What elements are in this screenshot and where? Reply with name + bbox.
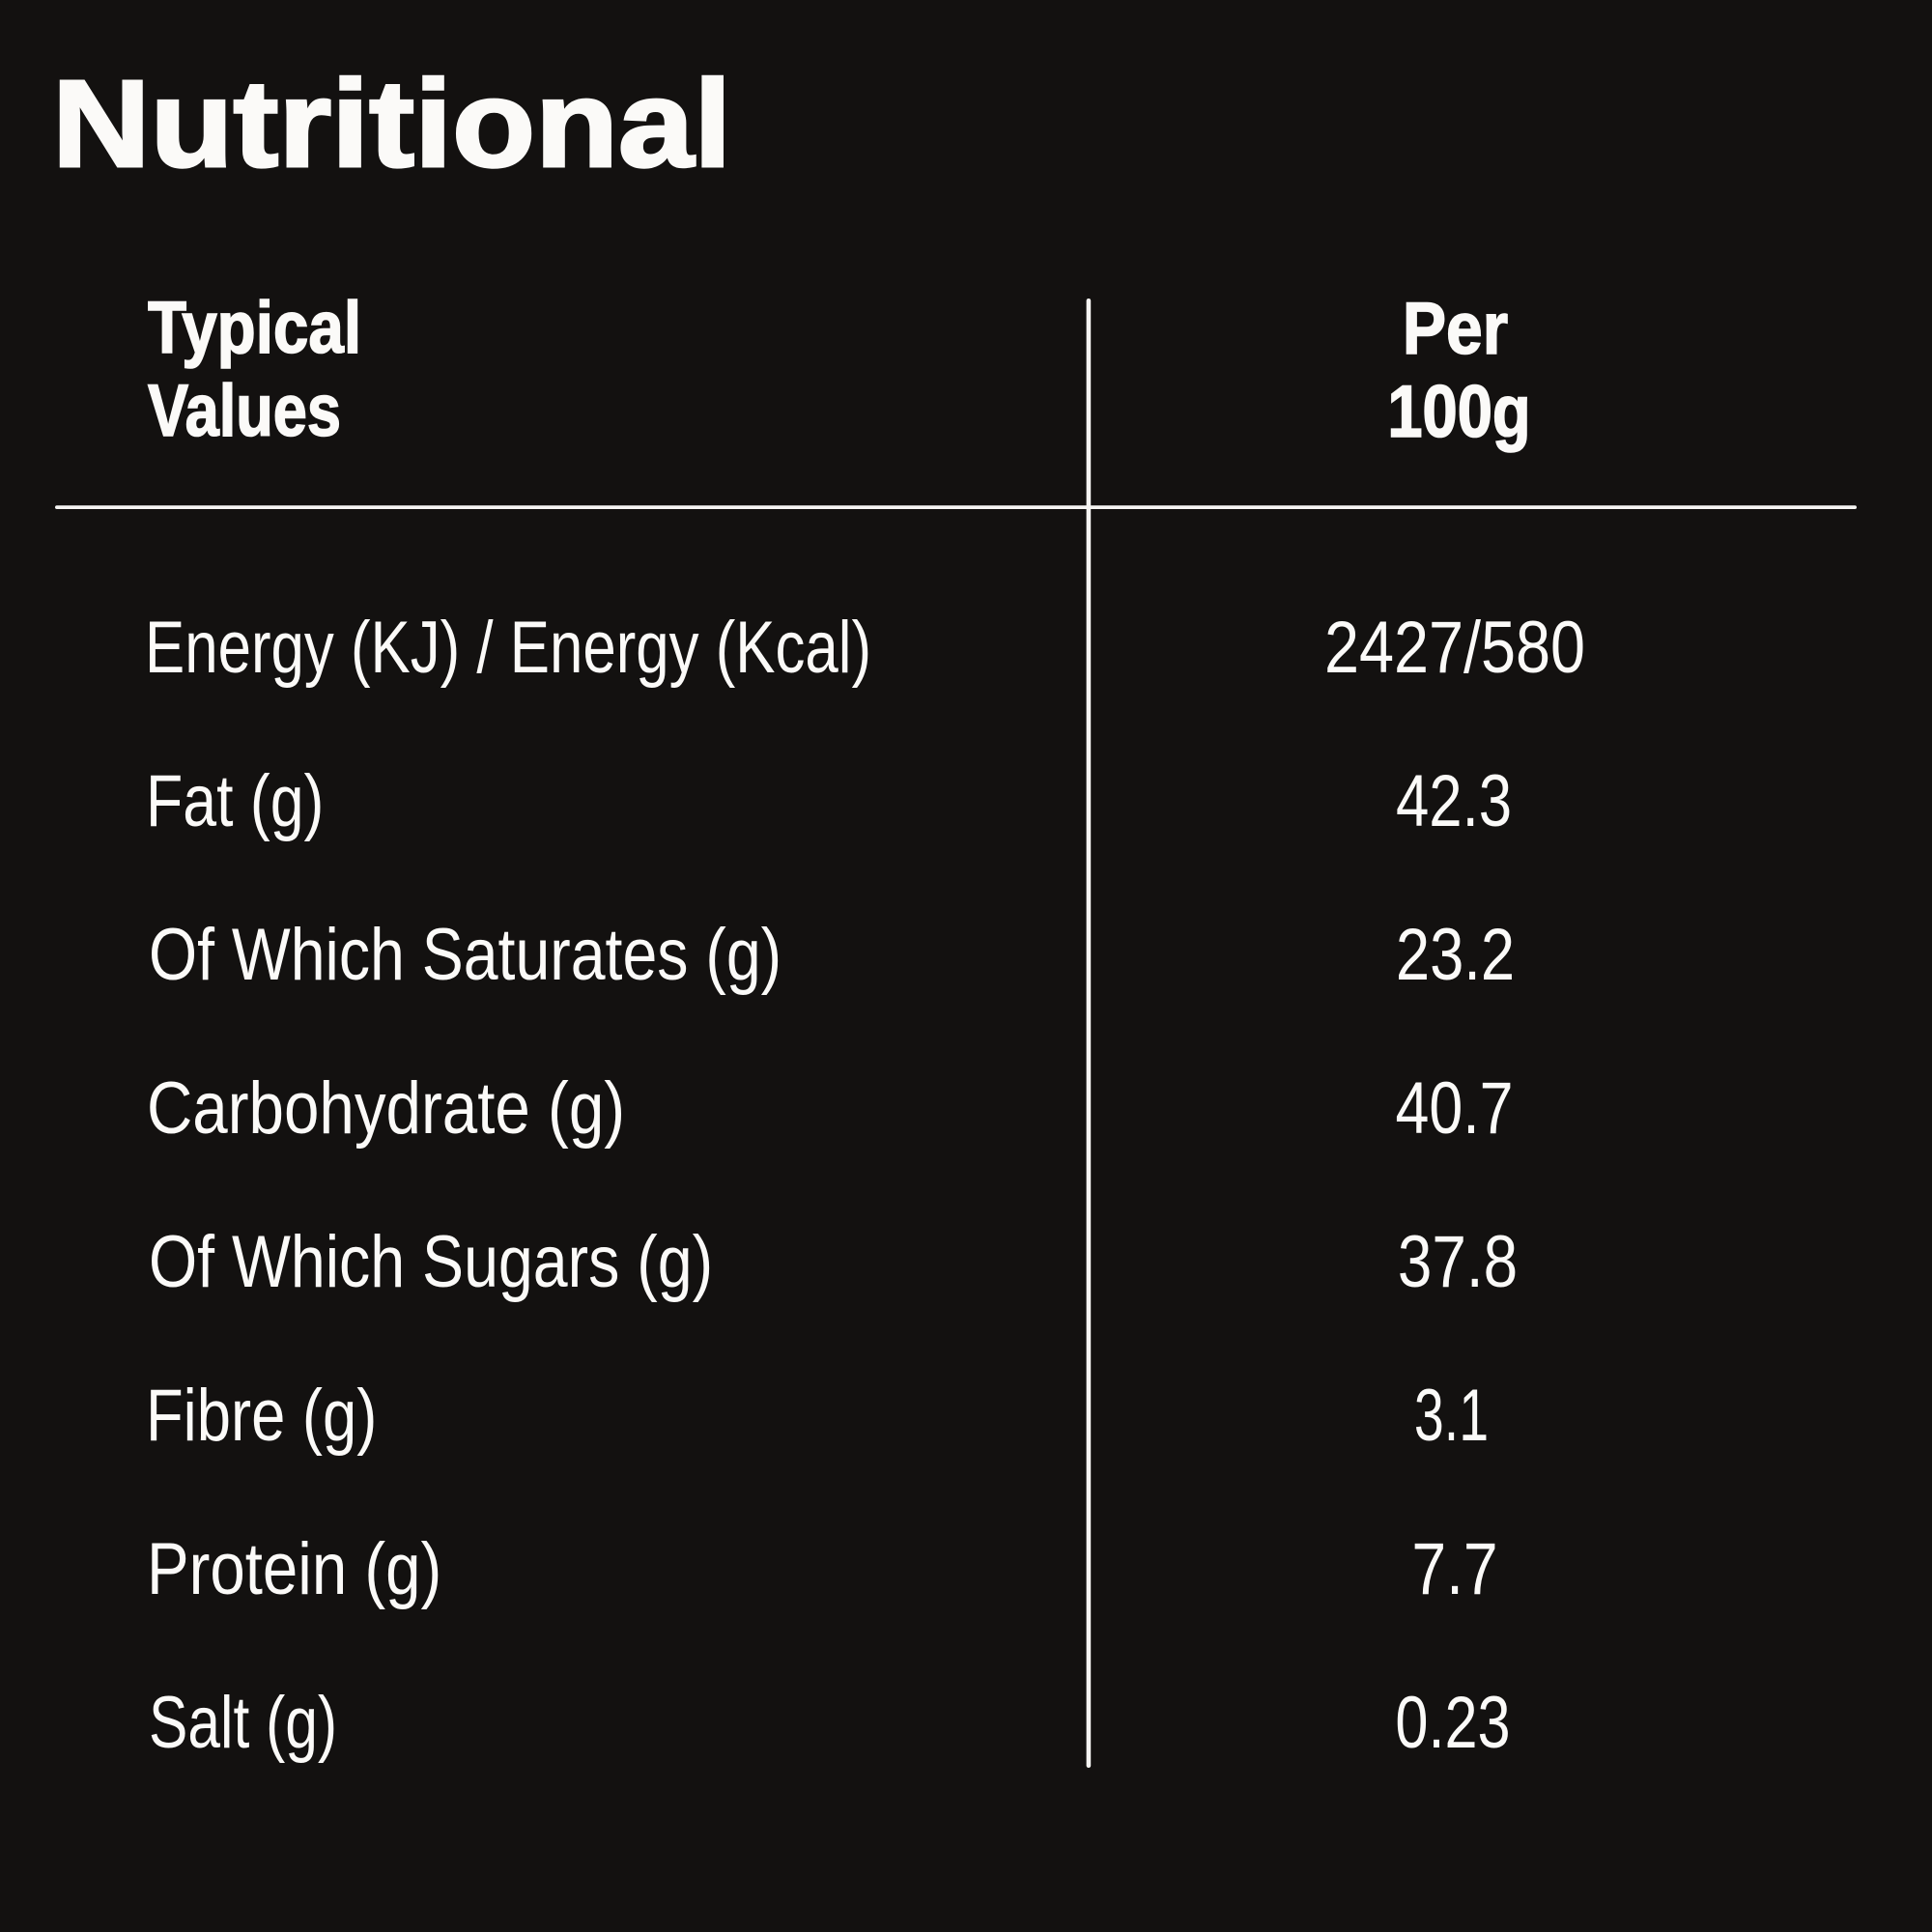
svg-text:7.7: 7.7	[1411, 1528, 1497, 1610]
svg-text:42.3: 42.3	[1396, 760, 1512, 842]
svg-text:Protein (g): Protein (g)	[147, 1528, 441, 1610]
svg-text:40.7: 40.7	[1395, 1067, 1513, 1150]
svg-text:23.2: 23.2	[1396, 914, 1515, 996]
svg-text:37.8: 37.8	[1398, 1221, 1518, 1303]
svg-text:Typical: Typical	[148, 287, 361, 369]
svg-text:2427/580: 2427/580	[1324, 607, 1585, 689]
svg-text:Energy (KJ) / Energy (Kcal): Energy (KJ) / Energy (Kcal)	[145, 607, 871, 689]
svg-text:0.23: 0.23	[1395, 1682, 1510, 1764]
svg-text:Per: Per	[1403, 288, 1508, 370]
svg-text:100g: 100g	[1387, 371, 1530, 453]
svg-text:Values: Values	[148, 370, 341, 452]
svg-text:Nutritional: Nutritional	[52, 55, 731, 193]
svg-text:3.1: 3.1	[1414, 1375, 1489, 1457]
svg-text:Carbohydrate (g): Carbohydrate (g)	[147, 1067, 625, 1150]
svg-text:Of Which Saturates (g): Of Which Saturates (g)	[149, 914, 781, 996]
svg-text:Fibre (g): Fibre (g)	[146, 1375, 377, 1457]
svg-text:Of Which Sugars (g): Of Which Sugars (g)	[149, 1221, 713, 1303]
svg-text:Salt (g): Salt (g)	[149, 1682, 337, 1764]
svg-text:Fat (g): Fat (g)	[146, 760, 324, 842]
